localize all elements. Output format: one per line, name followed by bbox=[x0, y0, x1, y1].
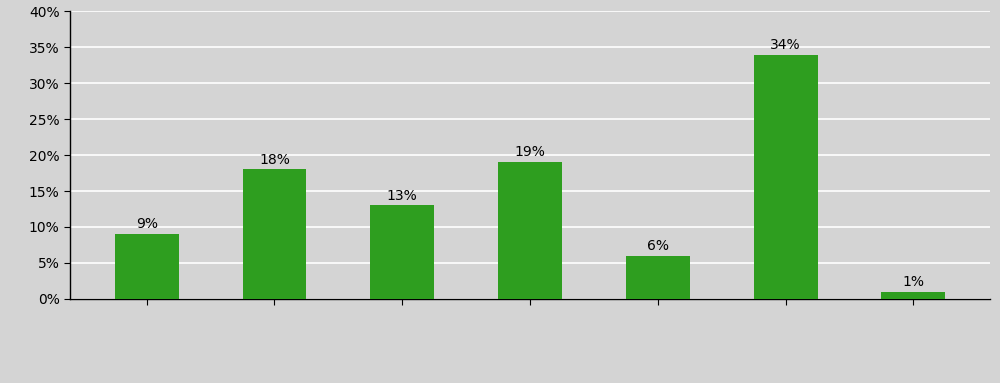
Text: 6%: 6% bbox=[647, 239, 669, 253]
Text: 34%: 34% bbox=[770, 38, 801, 52]
Text: 18%: 18% bbox=[259, 152, 290, 167]
Bar bbox=[754, 54, 818, 299]
Bar bbox=[881, 291, 945, 299]
Bar bbox=[370, 205, 434, 299]
Text: 1%: 1% bbox=[902, 275, 924, 289]
Text: 13%: 13% bbox=[387, 188, 418, 203]
Bar bbox=[115, 234, 179, 299]
Bar bbox=[626, 256, 690, 299]
Bar bbox=[242, 169, 306, 299]
Text: 9%: 9% bbox=[136, 217, 158, 231]
Text: 19%: 19% bbox=[515, 146, 545, 159]
Bar bbox=[498, 162, 562, 299]
